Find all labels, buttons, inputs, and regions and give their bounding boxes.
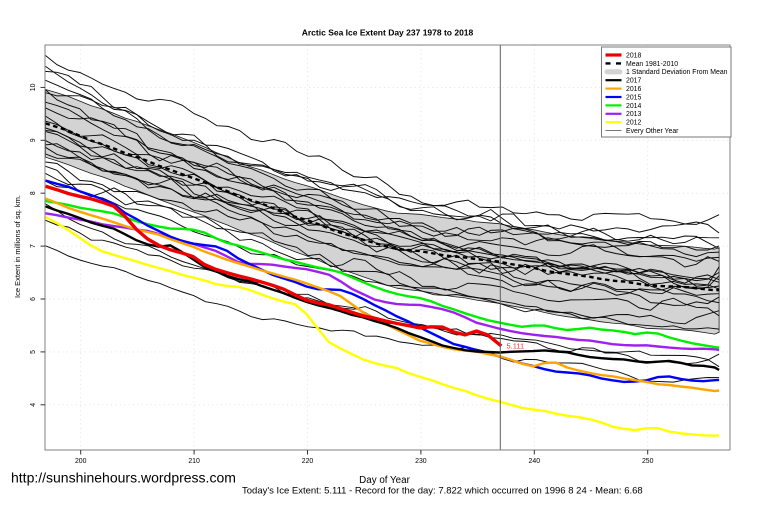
svg-text:Today's Ice Extent: 5.111 - R: Today's Ice Extent: 5.111 - Record for t… <box>242 486 643 497</box>
svg-text:240: 240 <box>529 458 541 465</box>
svg-text:5: 5 <box>30 350 37 354</box>
svg-text:7: 7 <box>30 244 37 248</box>
svg-text:5.111: 5.111 <box>507 342 525 351</box>
svg-text:210: 210 <box>188 458 200 465</box>
svg-text:Mean 1981-2010: Mean 1981-2010 <box>626 61 678 68</box>
svg-text:200: 200 <box>75 458 87 465</box>
svg-text:8: 8 <box>30 191 37 195</box>
svg-text:250: 250 <box>642 458 654 465</box>
svg-text:Day of Year: Day of Year <box>359 475 410 486</box>
svg-text:6: 6 <box>30 297 37 301</box>
svg-text:4: 4 <box>30 403 37 407</box>
svg-text:Arctic Sea Ice Extent Day 237: Arctic Sea Ice Extent Day 237 1978 to 20… <box>302 28 474 38</box>
svg-text:10: 10 <box>30 83 37 91</box>
svg-text:220: 220 <box>302 458 314 465</box>
svg-text:http://sunshinehours.wordpress: http://sunshinehours.wordpress.com <box>11 470 236 486</box>
svg-text:Every Other Year: Every Other Year <box>626 128 679 135</box>
svg-text:9: 9 <box>30 138 37 142</box>
svg-text:2013: 2013 <box>626 111 641 118</box>
svg-text:2015: 2015 <box>626 94 641 101</box>
svg-text:1 Standard Deviation From Mean: 1 Standard Deviation From Mean <box>626 69 728 76</box>
svg-text:230: 230 <box>415 458 427 465</box>
svg-text:2016: 2016 <box>626 86 641 93</box>
svg-text:2012: 2012 <box>626 120 641 127</box>
svg-text:Ice Extent in millions of sq.: Ice Extent in millions of sq. km. <box>13 195 22 298</box>
svg-text:2017: 2017 <box>626 78 641 85</box>
svg-text:2014: 2014 <box>626 103 641 110</box>
svg-text:2018: 2018 <box>626 52 641 59</box>
